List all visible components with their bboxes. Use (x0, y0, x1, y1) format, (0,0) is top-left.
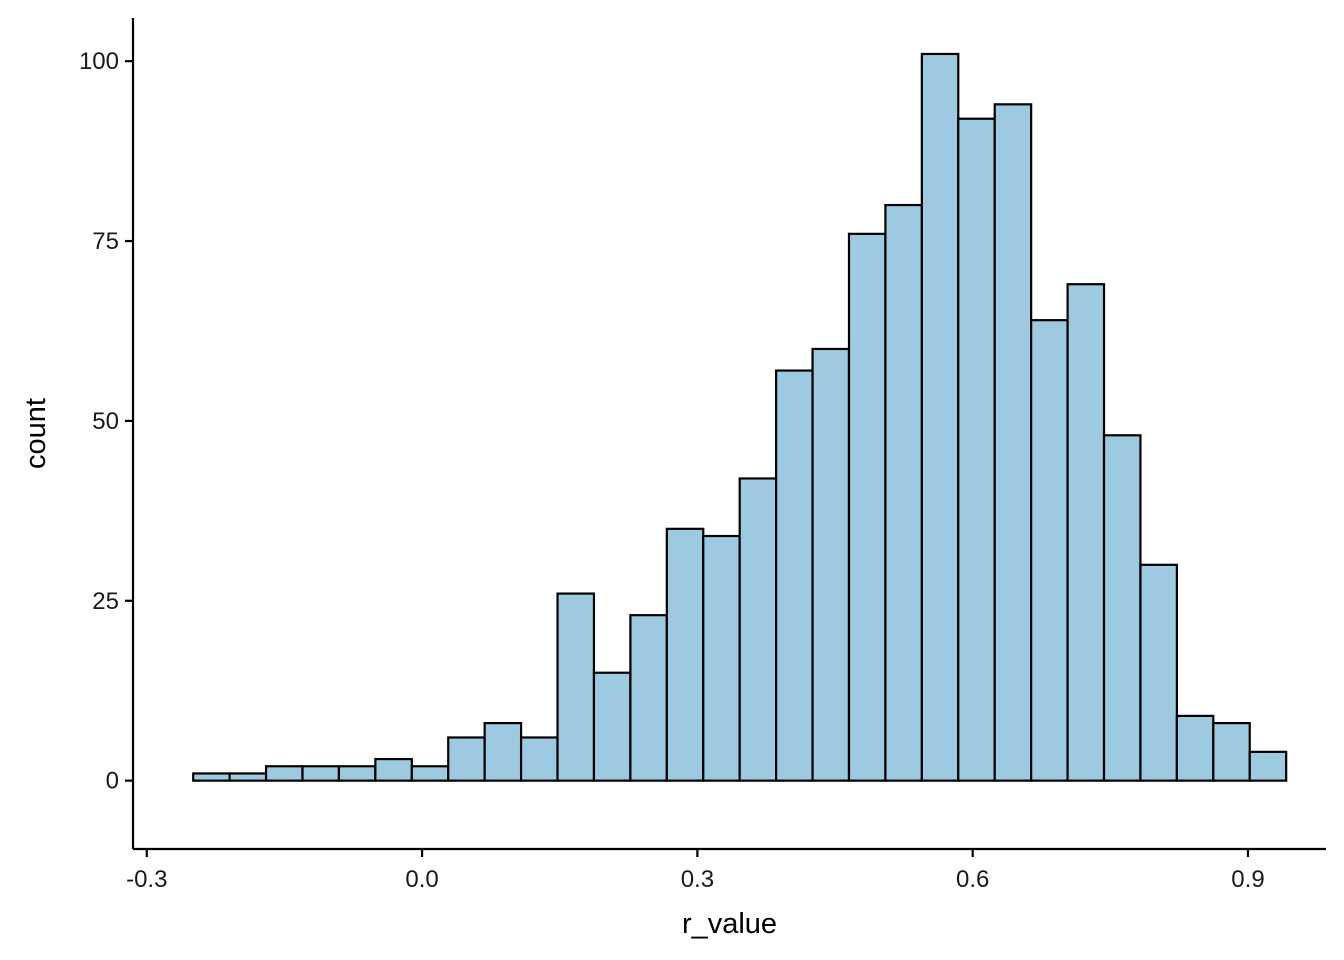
bars-group (192, 52, 1288, 782)
histogram-bar (1175, 714, 1215, 782)
histogram-bar (228, 772, 268, 782)
histogram-bar (847, 232, 887, 782)
histogram-bar (192, 772, 231, 782)
histogram-bar (775, 369, 814, 782)
histogram-bar (1212, 721, 1251, 782)
y-axis-ticks: 0 25 50 75 100 (79, 48, 133, 795)
histogram-bar (447, 736, 486, 782)
x-axis-ticks: -0.3 0.0 0.3 0.6 0.9 (126, 849, 1265, 893)
histogram-bar (665, 527, 705, 782)
histogram-bar (374, 757, 413, 782)
y-axis-title: count (20, 398, 52, 469)
histogram-bar (1102, 434, 1142, 782)
histogram-bar (738, 477, 778, 782)
histogram-bar (592, 671, 632, 782)
x-tick-label: 0.3 (681, 866, 714, 893)
histogram-bar (1030, 319, 1069, 782)
histogram-bar (1066, 283, 1106, 782)
histogram-bar (702, 534, 741, 782)
x-tick-label: 0.0 (405, 866, 438, 893)
x-tick-label: 0.6 (956, 866, 989, 893)
histogram-bar (519, 736, 559, 782)
histogram-bar (301, 765, 341, 782)
histogram-bar (556, 592, 596, 782)
x-axis-title: r_value (682, 908, 777, 940)
histogram-bar (264, 765, 304, 782)
histogram-bar (811, 347, 851, 782)
x-tick-label: 0.9 (1231, 866, 1264, 893)
histogram-bar (483, 721, 523, 782)
histogram-bar (884, 203, 923, 782)
y-tick-label: 0 (106, 768, 119, 795)
y-tick-label: 50 (92, 408, 119, 435)
histogram-bar (1248, 750, 1288, 782)
y-tick-label: 100 (79, 48, 119, 75)
histogram-bar (920, 52, 960, 782)
histogram-bar (1139, 563, 1178, 782)
histogram-bar (410, 765, 450, 782)
histogram-bar (993, 103, 1033, 782)
y-tick-label: 25 (92, 588, 119, 615)
histogram-bar (337, 765, 377, 782)
x-tick-label: -0.3 (126, 866, 167, 893)
histogram-bar (629, 614, 668, 782)
histogram-bar (957, 117, 996, 782)
y-tick-label: 75 (92, 228, 119, 255)
